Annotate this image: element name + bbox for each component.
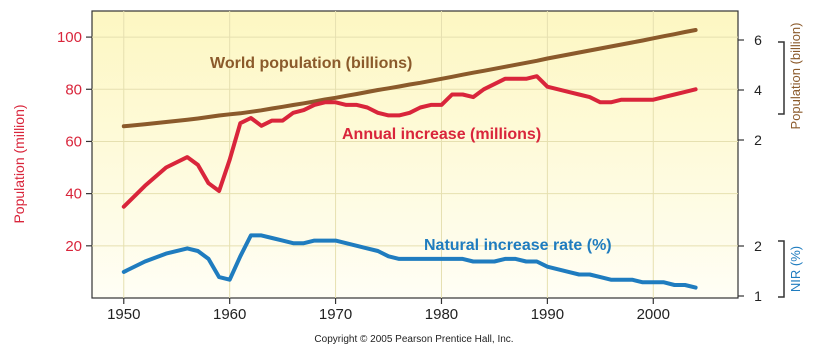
annual-increase-line bbox=[121, 74, 698, 209]
natural-increase-label: Natural increase rate (%) bbox=[424, 237, 612, 254]
natural-increase-line bbox=[121, 233, 698, 290]
x-tick-label: 1960 bbox=[213, 306, 246, 323]
world-population-line bbox=[121, 28, 698, 129]
x-tick-label: 1970 bbox=[319, 306, 352, 323]
x-tick-label: 1950 bbox=[107, 306, 140, 323]
axis-ticks bbox=[86, 36, 744, 304]
annual-increase-label: Annual increase (millions) bbox=[342, 126, 541, 143]
right-nir-tick-label: 1 bbox=[754, 288, 762, 304]
series-lines bbox=[121, 28, 698, 290]
plot-area bbox=[91, 10, 739, 299]
left-tick-label: 100 bbox=[57, 29, 82, 46]
left-tick-label: 60 bbox=[65, 133, 82, 150]
copyright-note: Copyright © 2005 Pearson Prentice Hall, … bbox=[314, 334, 513, 345]
x-tick-label: 2000 bbox=[637, 306, 670, 323]
population-bracket bbox=[778, 41, 785, 115]
nir-bracket bbox=[778, 240, 785, 298]
x-tick-label: 1990 bbox=[531, 306, 564, 323]
x-tick-label: 1980 bbox=[425, 306, 458, 323]
right-axis-nir-label: NIR (%) bbox=[788, 246, 803, 292]
right-pop-tick-label: 2 bbox=[754, 132, 762, 148]
left-axis-label: Population (million) bbox=[11, 104, 27, 223]
right-pop-tick-label: 4 bbox=[754, 82, 762, 98]
tick-labels: 20 40 60 80 100 1950 1960 1970 1980 1990 2000 2 4 6 1 2 bbox=[57, 29, 762, 323]
grid-lines bbox=[92, 11, 738, 298]
right-pop-tick-label: 6 bbox=[754, 32, 762, 48]
left-tick-label: 20 bbox=[65, 238, 82, 255]
world-population-label: World population (billions) bbox=[210, 55, 412, 72]
left-tick-label: 40 bbox=[65, 186, 82, 203]
left-tick-label: 80 bbox=[65, 81, 82, 98]
right-nir-tick-label: 2 bbox=[754, 238, 762, 254]
right-axis-population-label: Population (billion) bbox=[788, 23, 803, 130]
